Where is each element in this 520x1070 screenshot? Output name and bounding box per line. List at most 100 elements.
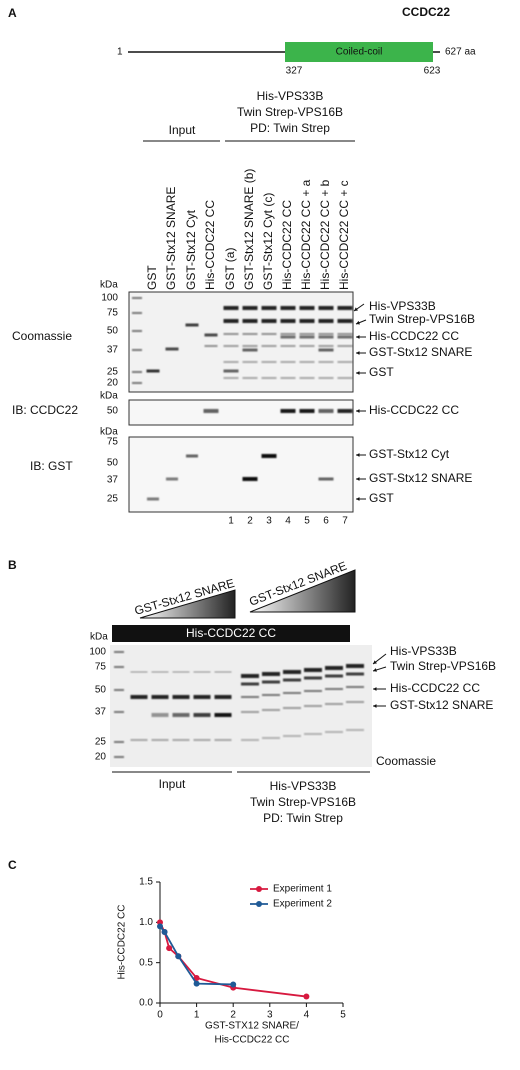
lane-label: His-CCDC22 CC + a (299, 179, 313, 290)
arrow-head (356, 409, 360, 413)
gel-band (299, 333, 315, 335)
gel-band (261, 377, 277, 379)
label: kDa (90, 632, 108, 643)
gel-band (193, 713, 211, 717)
gel-band (325, 703, 343, 705)
gel-band (242, 348, 258, 352)
label: C (8, 858, 17, 872)
gel-band (318, 377, 334, 379)
gel-band (337, 333, 353, 335)
gel-band (283, 735, 301, 737)
gel-band (214, 739, 232, 741)
gel-band (185, 323, 199, 327)
x-tick-label: 3 (267, 1010, 273, 1021)
gel-band (318, 361, 334, 363)
label: 50 (95, 685, 107, 696)
gel-band (280, 319, 296, 323)
label: Coomassie (12, 329, 72, 343)
gel-band (242, 333, 258, 335)
gel-band (114, 651, 124, 653)
label: 37 (107, 475, 119, 486)
lane-label: His-CCDC22 CC + c (337, 180, 351, 290)
lane-number: 1 (228, 516, 234, 527)
band-label: His-CCDC22 CC (369, 403, 459, 417)
arrow-head (356, 453, 360, 457)
gel-band (337, 409, 353, 413)
gel-band (318, 335, 334, 339)
domain-box (285, 42, 433, 62)
band-label: His-CCDC22 CC (390, 681, 480, 695)
label: Coiled-coil (336, 47, 383, 58)
gel-band (132, 312, 142, 314)
gel-band (223, 369, 239, 373)
gel-band (203, 409, 219, 413)
gradient-wedge (249, 569, 356, 613)
lane-label: GST (a) (223, 248, 237, 290)
gel-band (283, 692, 301, 694)
x-tick-label: 4 (304, 1010, 310, 1021)
label: PD: Twin Strep (250, 121, 330, 135)
gel-band (280, 409, 296, 413)
gel-band (280, 306, 296, 310)
gel-band (261, 361, 277, 363)
gel-band (146, 369, 160, 373)
gel-band (223, 306, 239, 310)
gel-band (242, 319, 258, 323)
gel-band (166, 477, 178, 481)
gel-band (262, 672, 280, 676)
gel-band (204, 333, 218, 337)
y-axis-label: His-CCDC22 CC (117, 904, 128, 979)
gel-band (241, 674, 259, 678)
gel-band (346, 664, 364, 668)
x-tick-label: 2 (230, 1010, 236, 1021)
label: 1 (117, 47, 123, 58)
y-tick-label: 0.5 (139, 957, 153, 968)
x-tick-label: 5 (340, 1010, 346, 1021)
band-label: His-VPS33B (390, 644, 457, 658)
gel-band (132, 382, 142, 384)
label: His-CCDC22 CC (186, 626, 276, 640)
gel-band (151, 671, 169, 673)
gel-band (337, 361, 353, 363)
gel-band (337, 345, 353, 347)
label: CCDC22 (402, 5, 450, 19)
gel-band (262, 737, 280, 739)
band-label: Twin Strep-VPS16B (390, 659, 496, 673)
label: His-VPS33B (257, 89, 324, 103)
label: 20 (95, 752, 107, 763)
gel-band (242, 345, 258, 347)
gel-band (193, 739, 211, 741)
gel-band (337, 319, 353, 323)
gel-band (147, 497, 159, 501)
gel-band (241, 711, 259, 713)
gel-band (304, 705, 322, 707)
x-tick-label: 0 (157, 1010, 163, 1021)
lane-label: His-CCDC22 CC + b (318, 179, 332, 290)
gel-band (261, 319, 277, 323)
band-label: GST-Stx12 SNARE (369, 345, 472, 359)
gel-band (318, 409, 334, 413)
label: 75 (95, 662, 107, 673)
arrow-head (356, 320, 360, 325)
label: Twin Strep-VPS16B (237, 105, 343, 119)
gel-band (151, 695, 169, 699)
gel-band (261, 333, 277, 335)
gel-band (261, 306, 277, 310)
gel-band (325, 688, 343, 690)
gel-band (193, 671, 211, 673)
arrow-head (356, 497, 360, 501)
label: 100 (89, 647, 106, 658)
gel-band (318, 477, 334, 481)
label: PD: Twin Strep (263, 811, 343, 825)
data-point (175, 953, 182, 960)
lane-label: GST-Stx12 Cyt (184, 209, 198, 290)
gel-band (299, 345, 315, 347)
bar (112, 625, 350, 642)
gel-band (346, 672, 364, 676)
band-label: GST-Stx12 SNARE (390, 698, 493, 712)
gel-band (325, 666, 343, 670)
gel-band (283, 670, 301, 674)
gel (128, 291, 354, 393)
arrow-head (356, 335, 360, 339)
